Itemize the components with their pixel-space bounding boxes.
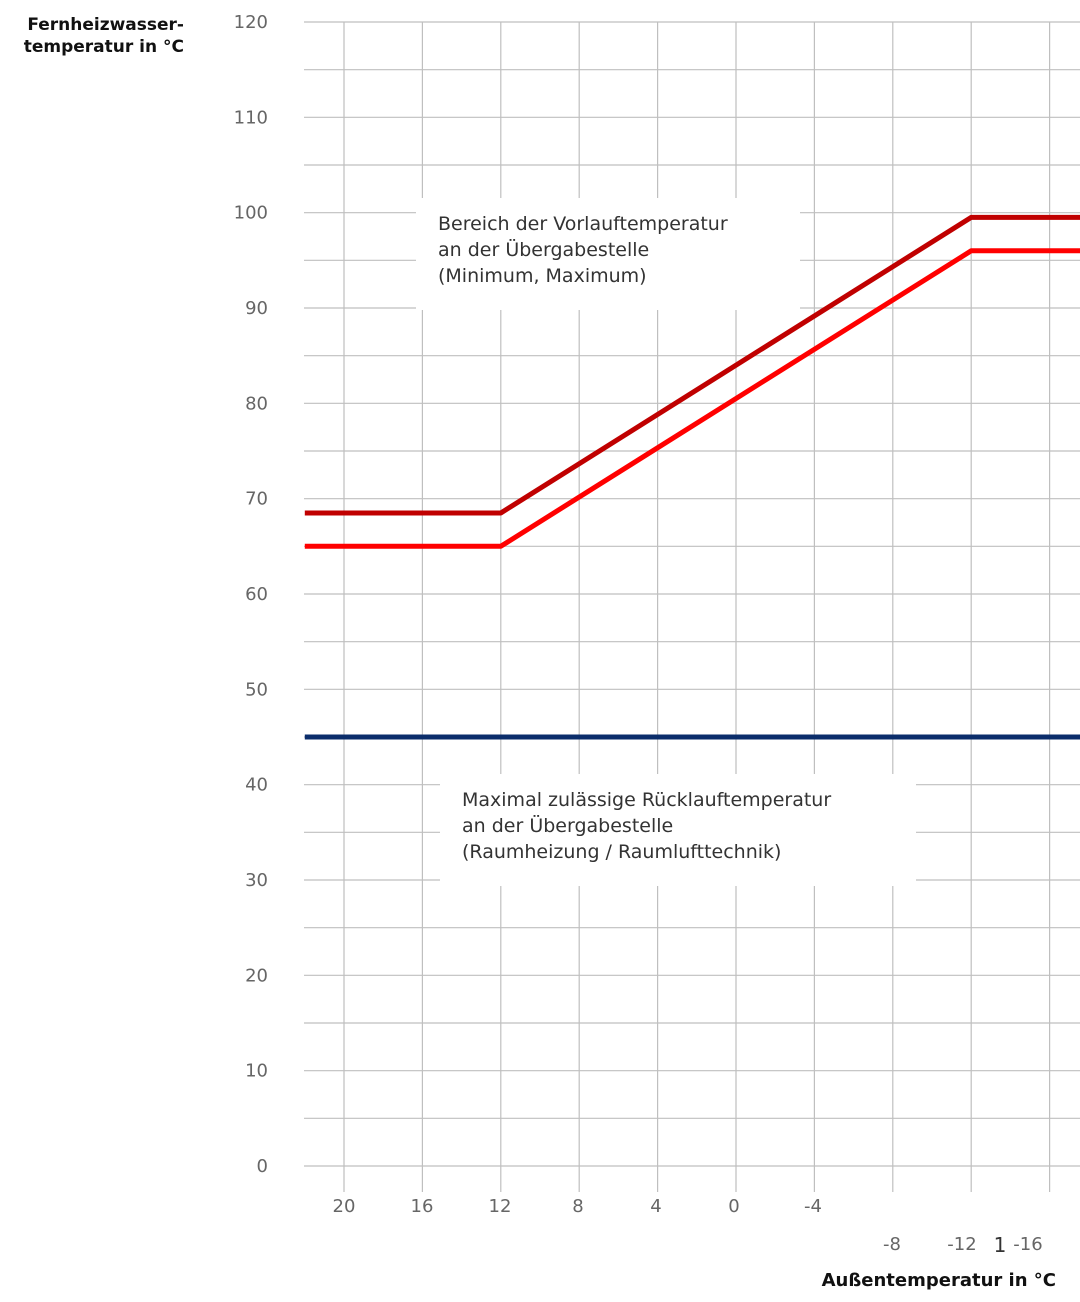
- annotation-line: Maximal zulässige Rücklauftemperatur: [462, 789, 831, 811]
- x-tick-labels: 20 16 12 8 4 0 -4 -8 -12 -16: [333, 1196, 1043, 1255]
- x-tick-label: -12: [947, 1234, 976, 1255]
- y-tick-label: 90: [245, 298, 268, 319]
- series-line: [304, 248, 1080, 549]
- grid: [304, 21, 1080, 1192]
- x-tick-label: -4: [804, 1196, 822, 1217]
- annotation-line: an der Übergabestelle: [462, 814, 673, 837]
- y-tick-label: 0: [257, 1156, 268, 1177]
- y-tick-label: 50: [245, 679, 268, 700]
- x-tick-label: -16: [1013, 1234, 1042, 1255]
- x-tick-label: 16: [411, 1196, 434, 1217]
- x-tick-label: 8: [572, 1196, 583, 1217]
- x-tick-label: 0: [728, 1196, 739, 1217]
- x-tick-label: 12: [489, 1196, 512, 1217]
- annotation-line: Bereich der Vorlauftemperatur: [438, 213, 728, 235]
- y-tick-label: 100: [234, 203, 268, 224]
- annotations: Bereich der Vorlauftemperatur an der Über…: [438, 213, 831, 863]
- annotation-boxes: [416, 198, 916, 886]
- annotation-box: [440, 774, 916, 886]
- x-tick-label: -8: [883, 1234, 901, 1255]
- annotation-line: an der Übergabestelle: [438, 238, 649, 261]
- y-tick-label: 20: [245, 965, 268, 986]
- y-tick-label: 60: [245, 584, 268, 605]
- annotation-box: [416, 198, 800, 310]
- y-tick-label: 10: [245, 1061, 268, 1082]
- y-tick-label: 40: [245, 775, 268, 796]
- y-tick-label: 70: [245, 489, 268, 510]
- y-tick-label: 30: [245, 870, 268, 891]
- y-tick-label: 110: [234, 107, 268, 128]
- y-tick-label: 120: [234, 12, 268, 33]
- x-axis-title: Außentemperatur in °C: [821, 1270, 1056, 1291]
- series-line: [304, 214, 1080, 516]
- annotation-line: (Minimum, Maximum): [438, 265, 647, 287]
- y-tick-label: 80: [245, 393, 268, 414]
- x-extra-label: 1: [994, 1233, 1007, 1257]
- annotation-line: (Raumheizung / Raumlufttechnik): [462, 841, 781, 863]
- y-tick-labels: 0 10 20 30 40 50 60 70 80 90 100 110 120: [234, 12, 268, 1177]
- x-tick-label: 4: [650, 1196, 661, 1217]
- series-lines: [304, 214, 1080, 740]
- y-axis-title: Fernheizwasser- temperatur in °C: [23, 15, 184, 57]
- x-tick-label: 20: [333, 1196, 356, 1217]
